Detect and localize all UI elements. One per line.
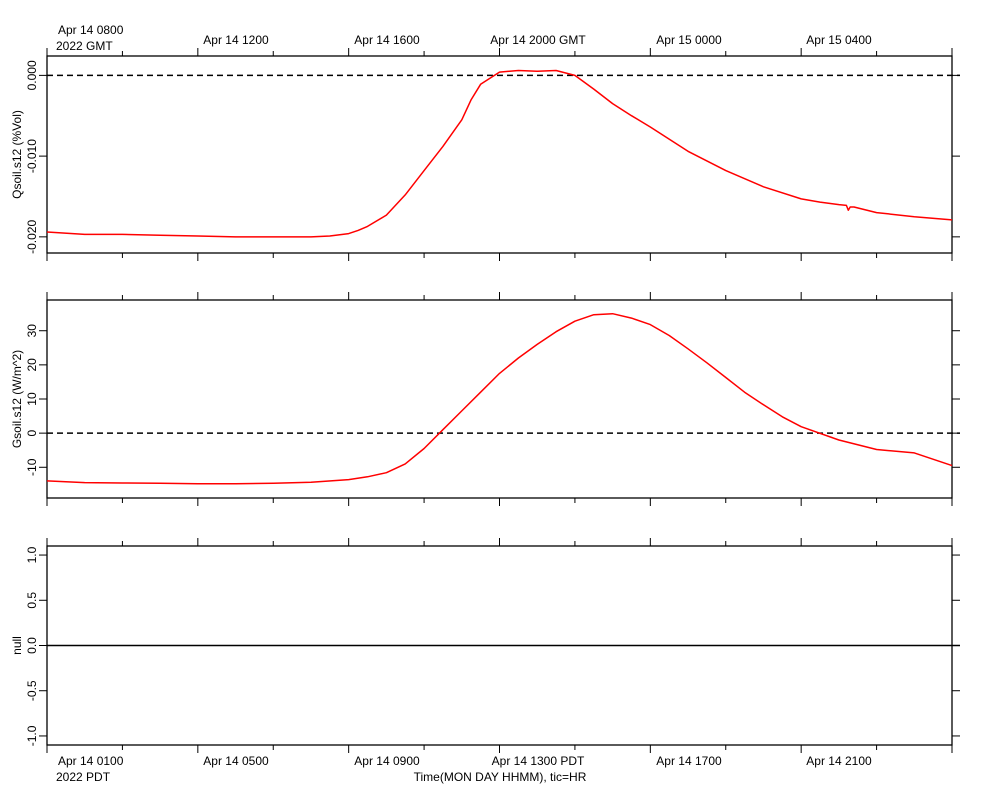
y-tick-label: -0.5 xyxy=(25,680,39,701)
y-tick-label: 1.0 xyxy=(25,546,39,563)
chart-panel-1: 0.000 -0.010 -0.020 Qsoil.s12 (%Vol) xyxy=(10,48,960,261)
chart-panel-3: -1.0 -0.5 0.0 0.5 1.0 null xyxy=(10,538,960,753)
plot-frame xyxy=(46,55,953,254)
y-axis-title: Qsoil.s12 (%Vol) xyxy=(10,110,24,199)
x-axis-title: Time(MON DAY HHMM), tic=HR xyxy=(414,770,587,784)
bottom-axis-first-label-line1: Apr 14 0100 xyxy=(58,754,124,768)
top-axis-first-label-line1: Apr 14 0800 xyxy=(58,23,124,37)
top-axis-first-label-line2: 2022 GMT xyxy=(56,39,113,53)
y-axis-title: Gsoil.s12 (W/m^2) xyxy=(10,350,24,448)
y-tick-label: 20 xyxy=(25,358,39,372)
top-time-axis: Apr 14 0800 2022 GMT Apr 14 1200 Apr 14 … xyxy=(56,23,872,53)
bottom-axis-label: Apr 14 0500 xyxy=(203,754,269,768)
y-tick-label: -0.020 xyxy=(25,220,39,254)
top-axis-label: Apr 14 1600 xyxy=(354,33,420,47)
bottom-axis-label: Apr 14 2100 xyxy=(806,754,872,768)
bottom-axis-label: Apr 14 1300 PDT xyxy=(492,754,585,768)
top-axis-label: Apr 15 0400 xyxy=(806,33,872,47)
y-tick-label: 0.5 xyxy=(25,592,39,609)
y-axis-title: null xyxy=(10,636,24,655)
y-tick-label: -10 xyxy=(25,458,39,476)
bottom-axis-label: Apr 14 1700 xyxy=(656,754,722,768)
y-tick-label: 0.0 xyxy=(25,637,39,654)
chart-panels: 0.000 -0.010 -0.020 Qsoil.s12 (%Vol) -10 0 10 2… xyxy=(10,48,960,753)
y-tick-label: -0.010 xyxy=(25,139,39,173)
series-line xyxy=(46,69,953,238)
top-axis-label: Apr 14 1200 xyxy=(203,33,269,47)
series-line xyxy=(46,312,953,485)
bottom-axis-first-label-line2: 2022 PDT xyxy=(56,770,111,784)
y-tick-label: 30 xyxy=(25,324,39,338)
top-axis-label: Apr 14 2000 GMT xyxy=(490,33,586,47)
y-tick-label: -1.0 xyxy=(25,725,39,746)
y-tick-label: 10 xyxy=(25,392,39,406)
plot-frame xyxy=(46,299,953,499)
top-axis-label: Apr 15 0000 xyxy=(656,33,722,47)
y-tick-label: 0 xyxy=(25,429,39,436)
y-tick-label: 0.000 xyxy=(25,60,39,90)
bottom-axis-label: Apr 14 0900 xyxy=(354,754,420,768)
bottom-time-axis: Apr 14 0100 2022 PDT Apr 14 0500 Apr 14 … xyxy=(56,754,872,784)
